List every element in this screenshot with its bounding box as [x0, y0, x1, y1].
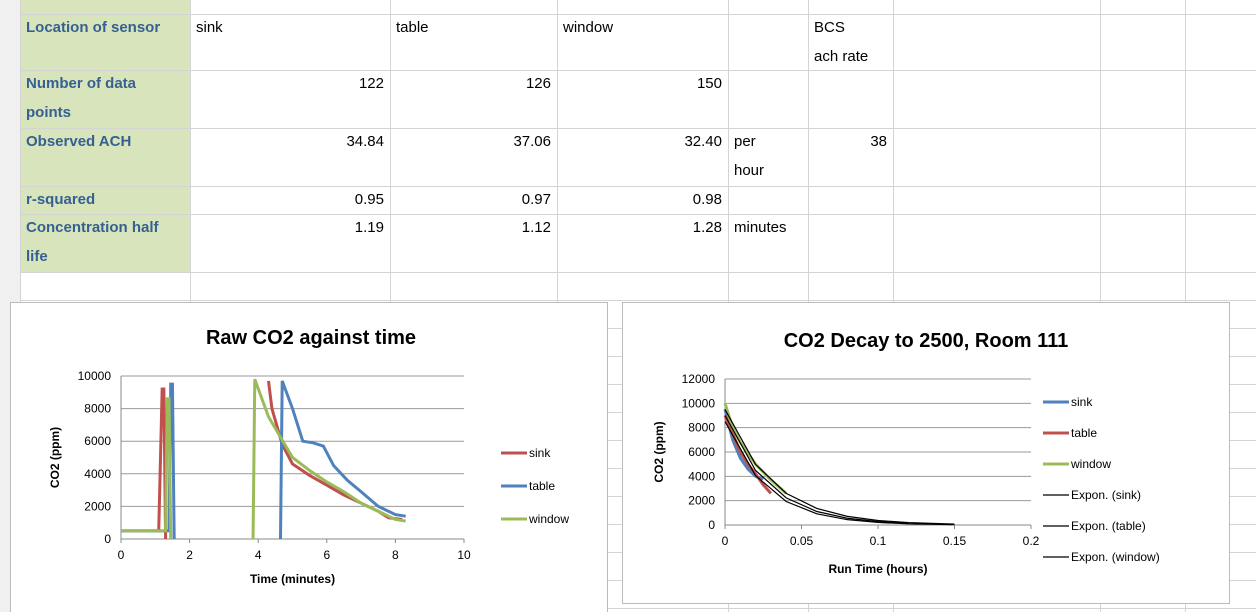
cell: table [396, 19, 429, 36]
line [251, 378, 406, 540]
legend-label: window [1070, 457, 1111, 471]
grid-line [20, 608, 1256, 609]
chart-title: CO2 Decay to 2500, Room 111 [784, 330, 1069, 352]
legend-label: sink [1071, 395, 1093, 409]
x-tick-label: 6 [323, 548, 330, 562]
line [724, 415, 909, 524]
x-tick-label: 0.1 [870, 534, 887, 548]
y-tick-label: 8000 [688, 421, 715, 435]
legend-label: Expon. (sink) [1071, 488, 1141, 502]
line [723, 402, 788, 495]
line [724, 421, 955, 526]
cell: 0.95 [354, 191, 384, 208]
x-tick-label: 0.2 [1023, 534, 1040, 548]
y-tick-label: 4000 [688, 469, 715, 483]
x-tick-label: 10 [457, 548, 471, 562]
y-tick-label: 2000 [84, 499, 111, 513]
grid-line [20, 300, 1256, 301]
x-axis-title: Time (minutes) [250, 572, 335, 586]
cell: window [563, 19, 614, 36]
legend-label: Expon. (window) [1071, 550, 1160, 564]
grid-line [20, 128, 1256, 129]
chart-title: Raw CO2 against time [206, 327, 416, 349]
grid-line [20, 186, 1256, 187]
cell: 37.06 [513, 133, 551, 150]
chart: Raw CO2 against time02000400060008000100… [10, 302, 608, 612]
cell: sink [196, 19, 223, 36]
cell: 34.84 [346, 133, 384, 150]
cell: 32.40 [684, 133, 722, 150]
line [723, 414, 773, 495]
grid-line [20, 272, 1256, 273]
y-tick-label: 6000 [84, 434, 111, 448]
line [121, 387, 168, 540]
cell: 0.98 [692, 191, 722, 208]
y-tick-label: 12000 [682, 372, 716, 386]
row-label: Number of data points [26, 75, 137, 121]
y-axis-title: CO2 (ppm) [48, 427, 62, 488]
line [121, 397, 173, 540]
row-label: Concentration half life [26, 219, 159, 265]
label-column [20, 0, 190, 272]
legend-label: Expon. (table) [1071, 519, 1146, 533]
cell: 126 [525, 75, 551, 92]
y-tick-label: 8000 [84, 402, 111, 416]
x-tick-label: 0.15 [943, 534, 967, 548]
cell: 1.12 [521, 219, 551, 236]
y-tick-label: 10000 [78, 369, 112, 383]
y-tick-label: 2000 [688, 494, 715, 508]
bcs: BCS ach rate [814, 19, 869, 65]
unit: per hour [734, 133, 765, 179]
x-axis-title: Run Time (hours) [828, 562, 927, 576]
line [724, 409, 955, 525]
y-tick-label: 10000 [682, 396, 716, 410]
chart: CO2 Decay to 2500, Room 111 0 2000 4000 6000… [622, 302, 1230, 604]
x-tick-label: 4 [255, 548, 262, 562]
cell: 1.28 [692, 219, 722, 236]
grid-line [20, 70, 1256, 71]
x-tick-label: 2 [186, 548, 193, 562]
cell: 150 [696, 75, 722, 92]
line [278, 380, 406, 540]
grid-line [20, 214, 1256, 215]
y-tick-label: 0 [104, 532, 111, 546]
y-tick-label: 0 [708, 518, 715, 532]
legend-label: window [528, 512, 569, 526]
cell: 1.19 [354, 219, 384, 236]
bcs: 38 [870, 133, 887, 150]
x-tick-label: 8 [392, 548, 399, 562]
y-tick-label: 6000 [688, 445, 715, 459]
legend-label: table [529, 479, 555, 493]
row-label: Location of sensor [26, 19, 161, 36]
x-tick-label: 0 [118, 548, 125, 562]
y-tick-label: 4000 [84, 467, 111, 481]
y-axis-title: CO2 (ppm) [652, 421, 666, 482]
legend-label: table [1071, 426, 1097, 440]
row-label: r-squared [26, 191, 96, 208]
unit: minutes [734, 219, 787, 236]
legend-label: sink [529, 446, 551, 460]
x-tick-label: 0 [722, 534, 729, 548]
x-tick-label: 0.05 [790, 534, 814, 548]
grid-line [20, 14, 1256, 15]
cell: 122 [358, 75, 384, 92]
cell: 0.97 [521, 191, 551, 208]
row-label: Observed ACH [26, 133, 132, 150]
